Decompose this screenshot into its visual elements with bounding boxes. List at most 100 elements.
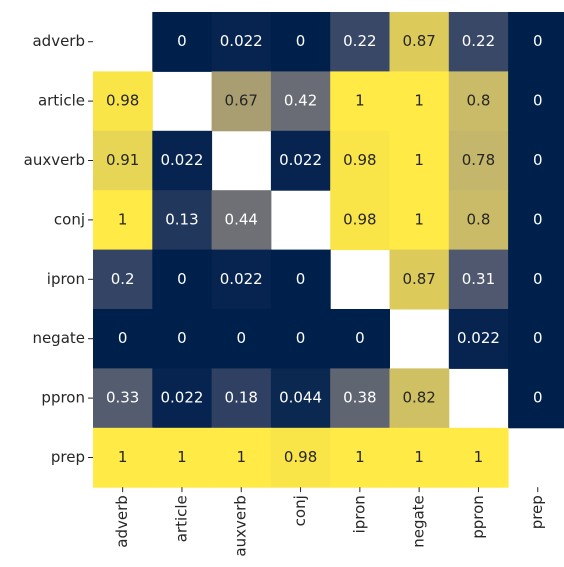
y-tick-label: ppron xyxy=(41,389,85,407)
cell xyxy=(448,427,509,488)
cell-label: 0.44 xyxy=(225,210,258,228)
cell-label: 0 xyxy=(177,329,187,347)
cell xyxy=(508,71,564,132)
cell xyxy=(93,309,153,369)
cell-label: 0.67 xyxy=(225,92,258,110)
cell xyxy=(270,130,331,191)
cell xyxy=(211,12,272,72)
cell-label: 0 xyxy=(118,329,128,347)
cell-label: 0.18 xyxy=(225,389,258,407)
y-tick-label: article xyxy=(38,92,85,110)
cell-label: 0 xyxy=(177,32,187,50)
cell-label: 1 xyxy=(414,448,424,466)
x-tick-label: article xyxy=(172,495,190,542)
cell-label: 0 xyxy=(533,92,543,110)
cell xyxy=(152,130,213,191)
cell xyxy=(508,130,564,191)
cell xyxy=(448,309,509,369)
x-tick-label: adverb xyxy=(113,495,131,548)
y-tick-label: ipron xyxy=(47,270,85,288)
cell-label: 0.91 xyxy=(106,151,139,169)
cell-label: 1 xyxy=(355,448,365,466)
cell-label: 0 xyxy=(177,270,187,288)
cell-label: 0.22 xyxy=(462,32,495,50)
cell-label: 1 xyxy=(414,210,424,228)
cell-label: 0 xyxy=(355,329,365,347)
cell xyxy=(152,368,213,429)
cell-label: 0.33 xyxy=(106,389,139,407)
cell-label: 0 xyxy=(236,329,246,347)
cell xyxy=(330,427,390,488)
cell xyxy=(152,309,213,369)
cell-label: 1 xyxy=(118,448,128,466)
cell xyxy=(211,190,272,251)
cell-label: 0.38 xyxy=(343,389,376,407)
cell-label: 1 xyxy=(414,92,424,110)
y-tick-label: auxverb xyxy=(24,151,85,169)
cell xyxy=(93,368,153,429)
cell-label: 0 xyxy=(296,329,306,347)
cell xyxy=(389,190,450,251)
cell xyxy=(448,130,509,191)
cell xyxy=(508,190,564,251)
cell-label: 0.78 xyxy=(462,151,495,169)
cell xyxy=(330,71,390,132)
cell-label: 0.8 xyxy=(467,92,491,110)
cell xyxy=(93,130,153,191)
cell xyxy=(270,12,331,72)
cell-label: 0 xyxy=(533,270,543,288)
cell-label: 0.87 xyxy=(402,32,435,50)
x-tick-label: auxverb xyxy=(232,495,250,556)
cell-label: 0.022 xyxy=(457,329,500,347)
cell xyxy=(270,427,331,488)
cell xyxy=(211,249,272,310)
cell-label: 0 xyxy=(533,210,543,228)
cell xyxy=(93,71,153,132)
cell xyxy=(152,190,213,251)
cell-label: 0.022 xyxy=(220,32,263,50)
cell xyxy=(270,368,331,429)
cell-label: 0 xyxy=(296,270,306,288)
cell-label: 0.42 xyxy=(284,92,317,110)
cell xyxy=(389,12,450,72)
cell xyxy=(93,427,153,488)
cell-label: 0.22 xyxy=(343,32,376,50)
cell xyxy=(152,427,213,488)
cell xyxy=(211,427,272,488)
cell-label: 0.98 xyxy=(343,210,376,228)
cell-label: 0.022 xyxy=(220,270,263,288)
cell-label: 0.82 xyxy=(402,389,435,407)
cell xyxy=(330,130,390,191)
cell-label: 0.022 xyxy=(160,151,203,169)
cell xyxy=(93,249,153,310)
cell xyxy=(270,309,331,369)
cell-label: 0.022 xyxy=(160,389,203,407)
cell-label: 1 xyxy=(414,151,424,169)
cell-label: 0.98 xyxy=(343,151,376,169)
cell xyxy=(508,12,564,72)
cell-label: 0.022 xyxy=(279,151,322,169)
cell-label: 0 xyxy=(533,389,543,407)
x-tick-label: ipron xyxy=(350,495,368,533)
cell xyxy=(389,71,450,132)
cell-label: 0.31 xyxy=(462,270,495,288)
cell xyxy=(330,12,390,72)
cell xyxy=(211,309,272,369)
cell-label: 0.044 xyxy=(279,389,322,407)
cell xyxy=(270,249,331,310)
cell xyxy=(448,249,509,310)
y-tick-label: negate xyxy=(32,329,85,347)
cell xyxy=(211,71,272,132)
cell xyxy=(330,368,390,429)
cell-label: 0.13 xyxy=(165,210,198,228)
x-tick-label: ppron xyxy=(469,495,487,539)
cell xyxy=(389,130,450,191)
x-tick-label: negate xyxy=(410,495,428,548)
cell-label: 1 xyxy=(474,448,484,466)
cell-label: 0 xyxy=(533,151,543,169)
cell xyxy=(508,249,564,310)
cell xyxy=(330,190,390,251)
cell xyxy=(448,190,509,251)
cell-label: 0 xyxy=(296,32,306,50)
